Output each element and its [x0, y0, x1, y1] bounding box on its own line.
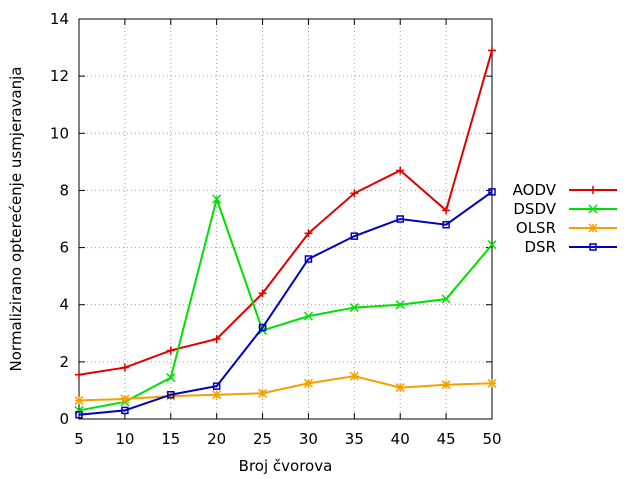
series-line	[78, 50, 493, 376]
data-point	[167, 390, 175, 399]
series-dsr	[75, 188, 496, 419]
legend-entry: DSR	[525, 238, 617, 256]
data-point	[121, 406, 129, 415]
data-point	[487, 378, 497, 388]
data-point	[212, 335, 221, 343]
x-tick-label: 35	[345, 430, 364, 448]
x-tick-label: 5	[74, 430, 84, 448]
data-point	[395, 300, 405, 310]
data-point	[441, 380, 451, 390]
data-point	[120, 363, 129, 372]
series-line	[78, 375, 493, 402]
x-tick-label: 45	[437, 430, 456, 448]
y-tick-label: 8	[59, 181, 69, 199]
series-layer	[74, 46, 497, 419]
grid	[79, 19, 492, 419]
legend-label: DSR	[525, 238, 557, 256]
data-point	[488, 46, 496, 55]
series-olsr	[74, 371, 497, 405]
legend-marker	[588, 204, 598, 214]
legend-label: DSDV	[513, 200, 556, 218]
data-point	[258, 323, 267, 332]
data-point	[441, 294, 451, 304]
y-tick-label: 6	[59, 239, 69, 257]
data-point	[350, 232, 359, 240]
data-point	[350, 189, 359, 198]
data-point	[120, 394, 130, 404]
y-tick-label: 4	[59, 296, 69, 314]
x-tick-label: 50	[482, 430, 501, 448]
legend-entry: OLSR	[516, 219, 617, 237]
data-point	[487, 240, 497, 250]
data-point	[349, 371, 359, 381]
data-point	[166, 373, 176, 383]
data-point	[212, 382, 221, 390]
data-point	[396, 215, 404, 223]
legend-marker	[589, 186, 597, 194]
data-point	[488, 188, 496, 196]
data-point	[395, 383, 405, 393]
data-point	[396, 166, 405, 175]
data-point	[212, 194, 222, 204]
legend-label: OLSR	[516, 219, 556, 237]
data-point	[74, 395, 84, 405]
legend-entry: DSDV	[513, 200, 617, 218]
plot-frame	[78, 18, 493, 420]
data-point	[304, 229, 313, 238]
y-tick-label: 2	[59, 353, 69, 371]
data-point	[75, 370, 83, 379]
legend-marker	[589, 243, 597, 251]
data-point	[349, 303, 359, 313]
data-point	[304, 255, 313, 263]
y-tick-label: 12	[50, 67, 69, 85]
x-axis-label: Broj čvorova	[239, 457, 333, 475]
x-tick-label: 15	[161, 430, 180, 448]
x-tick-label: 25	[253, 430, 272, 448]
data-point	[258, 388, 268, 398]
data-point	[258, 289, 267, 298]
series-line	[78, 191, 493, 416]
data-point	[442, 206, 451, 215]
data-point	[303, 311, 313, 321]
data-point	[303, 378, 313, 388]
data-point	[442, 220, 450, 229]
legend-entry: AODV	[513, 181, 617, 199]
series-dsdv	[74, 194, 497, 415]
data-point	[166, 346, 175, 355]
y-axis-label: Normalizirano opterećenje usmjeravanja	[7, 67, 25, 372]
data-point	[212, 390, 222, 400]
data-point	[75, 410, 83, 419]
legend-label: AODV	[513, 181, 557, 199]
x-tick-label: 30	[299, 430, 318, 448]
y-tick-label: 14	[50, 10, 69, 28]
legend-marker	[588, 223, 598, 233]
x-tick-label: 10	[115, 430, 134, 448]
series-line	[78, 195, 493, 412]
x-tick-label: 20	[207, 430, 226, 448]
x-tick-label: 40	[391, 430, 410, 448]
axis-ticks: 5 10 15 20 25 30 35 40 45 50 0 2 4 6 8 10 12 14	[50, 10, 502, 448]
y-tick-label: 0	[59, 410, 69, 428]
y-tick-label: 10	[50, 124, 69, 142]
series-aodv	[75, 46, 496, 379]
